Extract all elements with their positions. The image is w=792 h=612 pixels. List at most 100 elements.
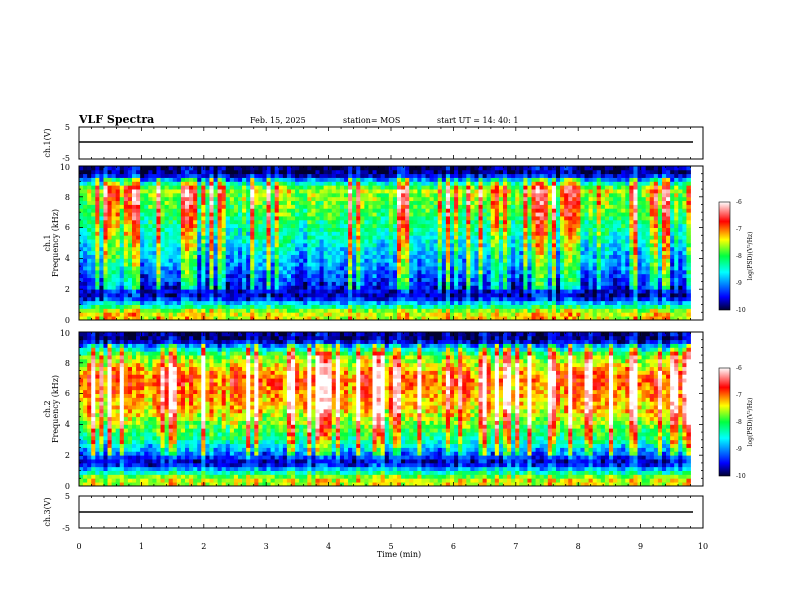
spectrogram-cell: [376, 219, 382, 225]
spectrogram-cell: [136, 173, 141, 178]
spectrogram-cell: [568, 250, 573, 255]
spectrogram-cell: [274, 312, 280, 317]
spectrogram-cell: [123, 269, 129, 275]
spectrogram-cell: [466, 266, 471, 271]
spectrogram-cell: [185, 200, 190, 205]
spectrogram-cell: [193, 262, 198, 267]
spectrogram-cell: [266, 181, 272, 186]
spectrogram-cell: [254, 316, 259, 321]
spectrogram-cell: [103, 316, 108, 321]
spectrogram-cell: [160, 262, 166, 267]
spectrogram-cell: [99, 235, 104, 240]
spectrogram-cell: [238, 227, 243, 232]
spectrogram-cell: [580, 296, 585, 302]
spectrogram-cell: [564, 239, 569, 244]
spectrogram-cell: [307, 243, 312, 248]
spectrogram-cell: [356, 246, 361, 252]
spectrogram-cell: [209, 239, 214, 244]
spectrogram-cell: [327, 285, 333, 290]
spectrogram-cell: [360, 316, 365, 321]
spectrogram-cell: [303, 212, 308, 217]
spectrogram-cell: [233, 235, 239, 240]
spectrogram-cell: [511, 181, 516, 186]
spectrogram-cell: [290, 181, 296, 186]
spectrogram-cell: [478, 177, 484, 182]
spectrogram-cell: [474, 196, 479, 202]
spectrogram-cell: [303, 296, 308, 302]
spectrogram-cell: [466, 189, 471, 194]
spectrogram-cell: [286, 181, 292, 186]
spectrogram-cell: [229, 243, 235, 248]
spectrogram-cell: [433, 246, 439, 252]
spectrogram-cell: [193, 216, 198, 221]
spectrogram-cell: [323, 219, 329, 225]
spectrogram-cell: [136, 192, 141, 198]
spectrogram-cell: [229, 196, 235, 202]
spectrogram-cell: [343, 196, 349, 202]
spectrogram-cell: [372, 177, 378, 182]
spectrogram-cell: [270, 243, 276, 248]
spectrogram-cell: [437, 308, 443, 313]
spectrogram-cell: [107, 200, 113, 205]
spectrogram-cell: [490, 273, 496, 279]
spectrogram-cell: [409, 204, 414, 209]
spectrogram-cell: [474, 304, 479, 309]
spectrogram-cell: [413, 258, 418, 263]
spectrogram-cell: [511, 254, 516, 259]
spectrogram-cell: [295, 258, 300, 263]
spectrogram-cell: [91, 293, 96, 298]
spectrogram-cell: [319, 300, 325, 305]
spectrogram-cell: [380, 258, 386, 263]
spectrogram-cell: [217, 219, 223, 225]
spectrogram-cell: [401, 262, 406, 267]
spectrogram-cell: [564, 316, 569, 321]
spectrogram-cell: [458, 219, 463, 225]
spectrogram-cell: [278, 243, 284, 248]
spectrogram-cell: [535, 166, 541, 171]
spectrogram-cell: [254, 262, 259, 267]
spectrogram-cell: [572, 173, 577, 178]
spectrogram-cell: [225, 300, 231, 305]
spectrogram-cell: [568, 166, 573, 171]
spectrogram-cell: [132, 273, 137, 279]
spectrogram-cell: [266, 196, 272, 202]
spectrogram-cell: [498, 166, 504, 171]
spectrogram-cell: [315, 312, 320, 317]
spectrogram-cell: [482, 308, 488, 313]
spectrogram-cell: [176, 204, 182, 209]
spectrogram-cell: [160, 181, 166, 186]
spectrogram-cell: [437, 169, 443, 175]
spectrogram-cell: [127, 200, 133, 205]
spectrogram-cell: [180, 208, 186, 213]
spectrogram-cell: [323, 216, 329, 221]
spectrogram-cell: [555, 196, 561, 202]
spectrogram-cell: [515, 200, 520, 205]
spectrogram-cell: [266, 293, 272, 298]
spectrogram-cell: [335, 208, 341, 213]
spectrogram-cell: [335, 308, 341, 313]
spectrogram-cell: [266, 296, 272, 302]
spectrogram-cell: [123, 281, 129, 286]
spectrogram-cell: [286, 289, 292, 294]
spectrogram-cell: [254, 277, 259, 282]
spectrogram-cell: [144, 239, 149, 244]
spectrogram-cell: [490, 281, 496, 286]
spectrogram-cell: [551, 169, 557, 175]
spectrogram-cell: [535, 177, 541, 182]
spectrogram-cell: [429, 192, 435, 198]
spectrogram-cell: [107, 281, 113, 286]
spectrogram-cell: [343, 258, 349, 263]
spectrogram-cell: [148, 304, 153, 309]
spectrogram-cell: [458, 289, 463, 294]
spectrogram-cell: [474, 200, 479, 205]
spectrogram-cell: [274, 250, 280, 255]
spectrogram-cell: [572, 169, 577, 175]
spectrogram-cell: [290, 231, 296, 236]
spectrogram-cell: [384, 308, 390, 313]
spectrogram-cell: [486, 281, 492, 286]
spectrogram-cell: [307, 173, 312, 178]
spectrogram-cell: [144, 166, 149, 171]
spectrogram-cell: [221, 285, 227, 290]
spectrogram-cell: [343, 185, 349, 190]
spectrogram-cell: [209, 277, 214, 282]
